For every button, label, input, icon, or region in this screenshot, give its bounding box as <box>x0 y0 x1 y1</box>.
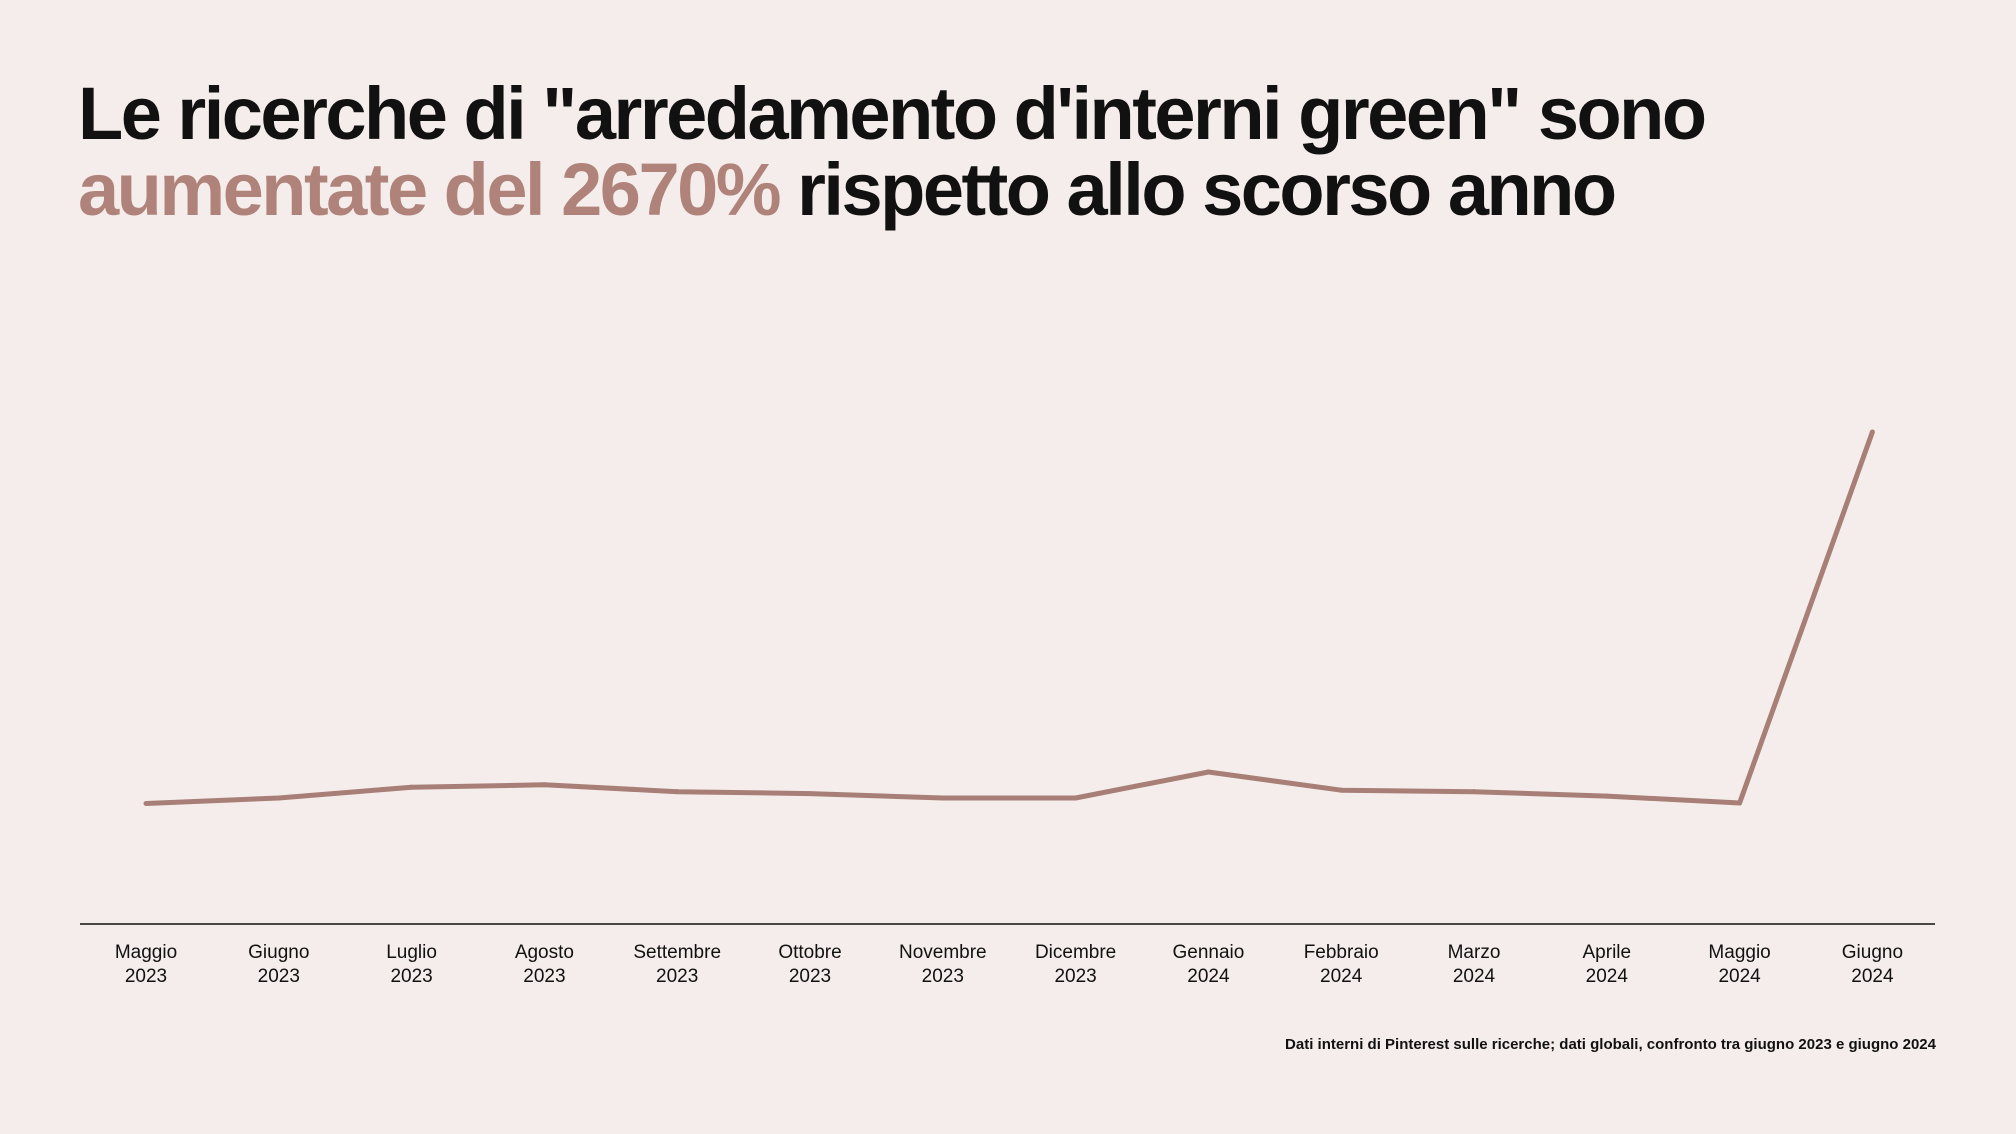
source-note: Dati interni di Pinterest sulle ricerche… <box>1285 1036 1936 1053</box>
data-point <box>1737 800 1743 806</box>
page-title: Le ricerche di "arredamento d'interni gr… <box>78 76 1958 228</box>
x-tick-label: Agosto 2023 <box>515 942 574 987</box>
data-point <box>1073 795 1079 801</box>
data-point <box>674 789 680 795</box>
data-point <box>1205 769 1211 775</box>
series-line <box>145 431 1875 806</box>
title-highlight: aumentate del 2670% <box>78 148 782 231</box>
data-point <box>541 782 547 788</box>
x-tick-label: Maggio 2023 <box>115 942 177 987</box>
chart-plot-area: Maggio 2023 Giugno 2023 Luglio 2023 Agosto 2023… <box>80 429 1935 987</box>
x-tick-label: Aprile 2024 <box>1583 942 1632 987</box>
x-tick-label: Luglio 2023 <box>386 942 437 987</box>
data-point <box>940 795 946 801</box>
data-point <box>807 791 813 797</box>
title-part-2: rispetto allo scorso anno <box>779 148 1617 231</box>
data-point <box>1604 793 1610 799</box>
data-point <box>409 784 415 790</box>
x-tick-label: Dicembre 2023 <box>1035 942 1116 987</box>
data-point <box>1869 429 1875 435</box>
data-point <box>143 800 149 806</box>
data-point <box>1338 787 1344 793</box>
x-tick-label: Settembre 2023 <box>633 942 721 987</box>
data-point <box>1471 789 1477 795</box>
data-point <box>276 795 282 801</box>
x-tick-label: Giugno 2023 <box>248 942 309 987</box>
x-tick-label: Marzo 2024 <box>1448 942 1501 987</box>
x-tick-label: Febbraio 2024 <box>1304 942 1379 987</box>
title-part-1: Le ricerche di "arredamento d'interni gr… <box>78 72 1707 155</box>
x-tick-label: Gennaio 2024 <box>1172 942 1244 987</box>
x-tick-label: Maggio 2024 <box>1708 942 1770 987</box>
x-tick-label: Ottobre 2023 <box>778 942 841 987</box>
x-tick-label: Giugno 2024 <box>1842 942 1903 987</box>
x-tick-label: Novembre 2023 <box>899 942 987 987</box>
